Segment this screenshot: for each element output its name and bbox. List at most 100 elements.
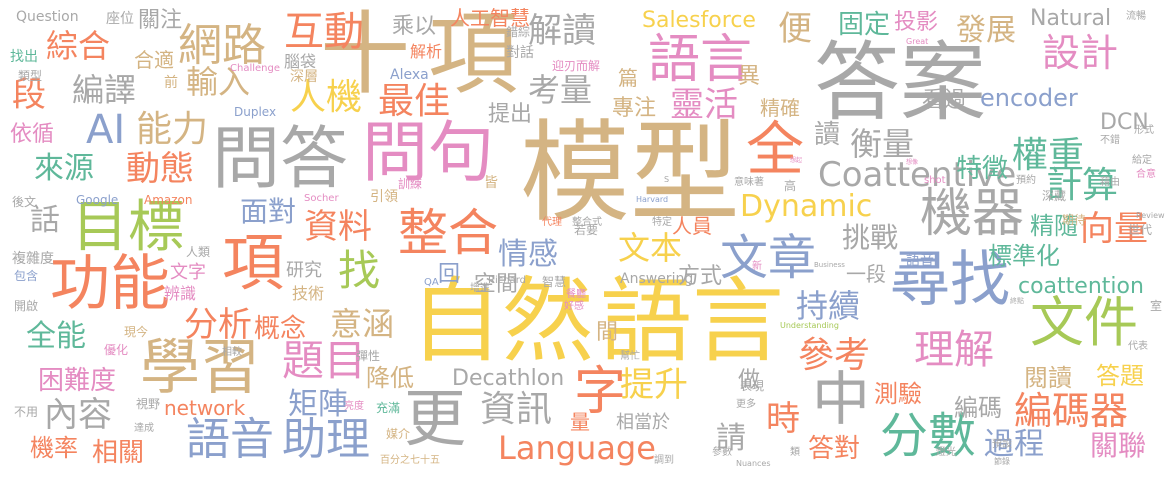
word-help: 幫忙 xyxy=(620,351,640,362)
word-fixed: 固定 xyxy=(838,10,891,40)
word-agent: 代理 xyxy=(542,217,562,228)
word-understand: 理解 xyxy=(914,327,994,373)
word-information: 資訊 xyxy=(480,389,553,430)
word-understanding-en: Understanding xyxy=(780,321,839,330)
word-amazon: Amazon xyxy=(144,193,193,207)
word-seat: 座位 xyxy=(106,11,134,27)
word-parse: 解析 xyxy=(410,42,443,61)
word-speech: 語音 xyxy=(186,414,274,465)
word-score: 分數 xyxy=(880,408,977,464)
word-vision: 視野 xyxy=(136,397,161,411)
word-return: 回 xyxy=(438,262,461,287)
word-all: 皆 xyxy=(484,175,498,191)
word-recall: 想起 xyxy=(790,157,803,164)
word-projection: 投影 xyxy=(894,10,939,35)
word-performance: 表現 xyxy=(740,379,765,393)
word-great: Great xyxy=(906,37,929,46)
word-machine: 機器 xyxy=(920,184,1025,244)
word-one-paragraph: 一段 xyxy=(846,262,886,286)
word-difficulty: 困難度 xyxy=(38,366,117,396)
word-front: 前 xyxy=(164,75,178,91)
word-elasticity: 彈性 xyxy=(356,349,381,363)
word-no-need: 不用 xyxy=(14,405,39,419)
word-different: 異 xyxy=(738,64,761,89)
word-text-zh: 文字 xyxy=(170,262,206,283)
word-given: 給定 xyxy=(1132,155,1152,166)
word-all-round: 全能 xyxy=(26,319,86,354)
word-artificial-intelligence: 人工智慧 xyxy=(450,6,530,30)
word-interaction: 互動 xyxy=(284,9,364,55)
word-human-machine: 人機 xyxy=(290,77,363,118)
word-vector: 向量 xyxy=(1080,209,1148,249)
word-ten: 十 xyxy=(320,2,410,107)
word-data: 資料 xyxy=(304,207,372,247)
word-form: 形式 xyxy=(1134,125,1154,136)
word-network: 網路 xyxy=(178,20,266,71)
word-middle: 中 xyxy=(812,365,871,433)
word-input: 輸入 xyxy=(186,63,251,101)
word-alexa: Alexa xyxy=(390,67,429,83)
word-qa-en: QA xyxy=(424,277,439,288)
word-category: 類 xyxy=(790,447,800,458)
word-challenge-en: Challenge xyxy=(230,63,280,74)
word-coattentive: Coattentive xyxy=(818,155,1017,195)
word-attention: 關注 xyxy=(138,8,183,33)
word-room: 室 xyxy=(1150,299,1163,313)
word-recognize: 辨識 xyxy=(164,284,197,303)
word-answer-question: 答題 xyxy=(1096,362,1144,390)
word-deep: 深層 xyxy=(290,69,318,85)
word-solved: 迎刃而解 xyxy=(552,59,601,73)
word-propose: 提出 xyxy=(488,102,533,127)
word-correct: 答對 xyxy=(808,434,861,464)
word-consider: 考量 xyxy=(528,71,593,109)
word-not-bad: 不錯 xyxy=(1100,135,1120,146)
word-probability: 機率 xyxy=(30,434,78,462)
word-text: 文本 xyxy=(618,229,683,267)
word-specific: 特定 xyxy=(652,217,672,228)
word-seen: 看過 xyxy=(922,88,967,113)
word-salesforce: Salesforce xyxy=(642,8,756,33)
word-reading: 閱讀 xyxy=(1024,364,1072,392)
word-article: 文章 xyxy=(720,230,817,286)
word-excerpt: 節錄 xyxy=(994,457,1010,466)
word-document: 文件 xyxy=(1030,291,1138,354)
word-nowadays: 現今 xyxy=(124,325,149,339)
word-language-pink: 語言 xyxy=(648,30,753,90)
word-duplex: Duplex xyxy=(234,105,277,119)
word-open: 開啟 xyxy=(14,299,39,313)
word-convenient: 便 xyxy=(778,9,812,49)
word-qa: 問答 xyxy=(212,120,349,199)
word-precise: 精確 xyxy=(760,96,800,120)
word-hidden: 深藏 xyxy=(1042,189,1067,203)
word-segment: 段 xyxy=(12,75,46,115)
word-richard: Richard xyxy=(488,275,526,286)
word-find-out: 找出 xyxy=(10,49,38,65)
word-reference: 參考 xyxy=(798,335,871,376)
word-restaurant: 餐廳 xyxy=(566,289,586,300)
word-source: 來源 xyxy=(34,151,94,186)
word-question-sentence: 問句 xyxy=(362,114,494,191)
word-develop: 發展 xyxy=(956,13,1016,48)
word-socher: Socher xyxy=(304,193,339,204)
word-function: 功能 xyxy=(50,249,170,319)
word-brain: 腦袋 xyxy=(284,52,317,71)
word-imagine: 想像 xyxy=(906,159,919,166)
word-model: 模型 xyxy=(520,109,740,237)
word-intelligence: 智慧 xyxy=(542,275,567,289)
word-google: Google xyxy=(76,193,119,207)
word-ai: AI xyxy=(86,107,126,153)
word-s: S xyxy=(664,175,670,184)
word-nuances: Nuances xyxy=(736,459,771,468)
word-challenge: 挑戰 xyxy=(842,221,899,254)
word-answering: Answering xyxy=(620,271,694,287)
word-language-main: 語言 xyxy=(600,268,785,375)
word-if: 若要 xyxy=(574,223,599,237)
word-design: 設計 xyxy=(1042,31,1119,75)
word-means: 意味著 xyxy=(734,177,764,188)
word-encoder-zh: 編碼器 xyxy=(1014,389,1129,433)
word-do: 做 xyxy=(738,368,761,393)
word-weight: 權重 xyxy=(1012,135,1085,176)
word-interpret: 解讀 xyxy=(528,11,596,51)
word-method: 方式 xyxy=(678,264,723,289)
